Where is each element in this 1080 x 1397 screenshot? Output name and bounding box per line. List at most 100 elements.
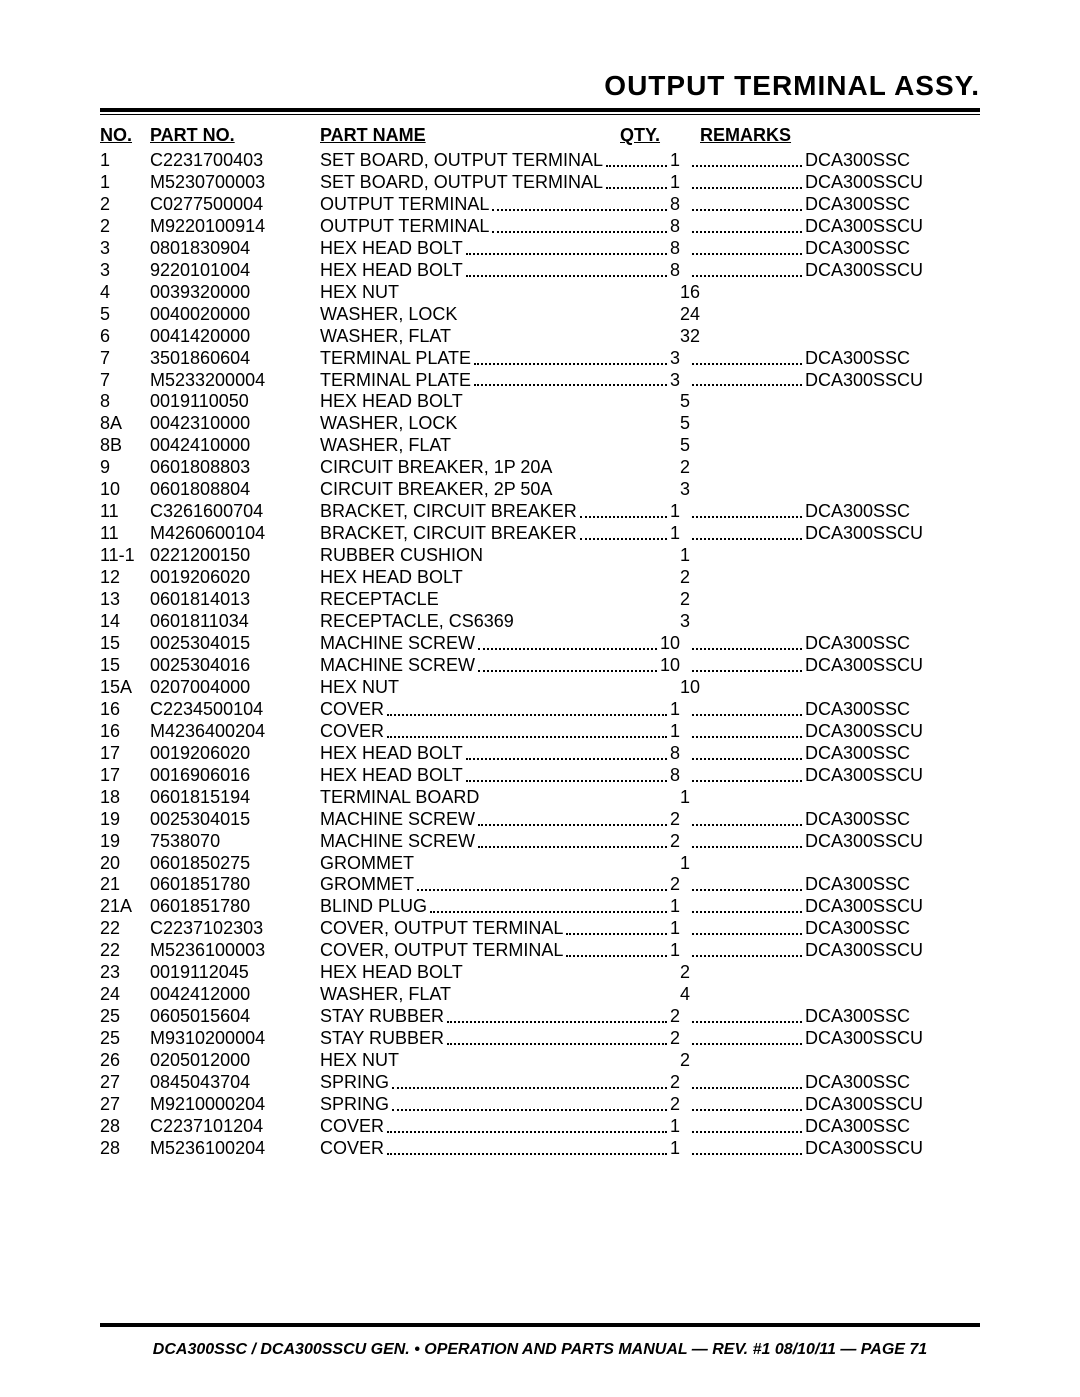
cell-no: 28 [100, 1116, 150, 1138]
cell-name: OUTPUT TERMINAL [320, 216, 489, 238]
leader-dots [692, 1111, 802, 1133]
cell-remarks: DCA300SSCU [805, 765, 980, 787]
leader-dots [387, 1133, 667, 1155]
cell-remarks: DCA300SSCU [805, 172, 980, 194]
cell-partno: M9310200004 [150, 1028, 320, 1050]
cell-partno: M9210000204 [150, 1094, 320, 1116]
leader-dots [692, 738, 802, 760]
cell-partno: 0039320000 [150, 282, 320, 304]
table-row: 120019206020HEX HEAD BOLT2 [100, 567, 980, 589]
cell-partno: 0601851780 [150, 874, 320, 896]
table-row: 39220101004HEX HEAD BOLT8DCA300SSCU [100, 260, 980, 282]
cell-name: COVER, OUTPUT TERMINAL [320, 918, 563, 940]
cell-partno: 0019110050 [150, 391, 320, 413]
cell-qty: 5 [680, 391, 740, 413]
header-qty: QTY. [620, 125, 660, 146]
cell-name: HEX HEAD BOLT [320, 765, 463, 787]
leader-dots [606, 167, 667, 189]
leader-dots [492, 211, 667, 233]
cell-qty: 10 [660, 633, 680, 655]
cell-no: 11-1 [100, 545, 150, 567]
cell-no: 21A [100, 896, 150, 918]
page-title: OUTPUT TERMINAL ASSY. [100, 70, 980, 102]
cell-no: 3 [100, 260, 150, 282]
cell-no: 16 [100, 721, 150, 743]
leader-dots [692, 694, 802, 716]
cell-qty: 1 [670, 940, 680, 962]
cell-no: 15 [100, 655, 150, 677]
cell-partno: 0601850275 [150, 853, 320, 875]
cell-no: 1 [100, 150, 150, 172]
leader-dots [430, 891, 667, 913]
cell-partno: 0042410000 [150, 435, 320, 457]
cell-name: HEX HEAD BOLT [320, 962, 463, 984]
cell-no: 5 [100, 304, 150, 326]
leader-dots [387, 716, 667, 738]
cell-partno: 0221200150 [150, 545, 320, 567]
leader-dots [692, 233, 802, 255]
leader-dots [474, 365, 667, 387]
cell-remarks [740, 282, 980, 304]
cell-partno: M5230700003 [150, 172, 320, 194]
cell-qty: 1 [670, 150, 680, 172]
cell-qty: 8 [670, 238, 680, 260]
cell-name: STAY RUBBER [320, 1028, 444, 1050]
cell-partno: 3501860604 [150, 348, 320, 370]
rule-thick [100, 108, 980, 112]
leader-dots [692, 760, 802, 782]
header-no: NO. [100, 125, 150, 146]
cell-qty: 8 [670, 765, 680, 787]
cell-remarks: DCA300SSC [805, 194, 980, 216]
cell-no: 7 [100, 348, 150, 370]
cell-name: TERMINAL PLATE [320, 348, 471, 370]
leader-dots [447, 1001, 667, 1023]
leader-dots [692, 365, 802, 387]
leader-dots [392, 1089, 667, 1111]
cell-name: BLIND PLUG [320, 896, 427, 918]
leader-dots [692, 913, 802, 935]
cell-remarks: DCA300SSCU [805, 721, 980, 743]
cell-qty: 3 [670, 370, 680, 392]
cell-qty: 2 [670, 1094, 680, 1116]
cell-no: 22 [100, 918, 150, 940]
cell-qty: 5 [680, 413, 740, 435]
cell-no: 6 [100, 326, 150, 348]
cell-remarks: DCA300SSCU [805, 896, 980, 918]
leader-dots [692, 804, 802, 826]
cell-name: CIRCUIT BREAKER, 2P 50A [320, 479, 552, 501]
leader-dots [387, 1111, 667, 1133]
cell-qty: 1 [670, 501, 680, 523]
cell-remarks: DCA300SSCU [805, 523, 980, 545]
cell-no: 27 [100, 1072, 150, 1094]
cell-name: HEX HEAD BOLT [320, 567, 463, 589]
cell-partno: 0019112045 [150, 962, 320, 984]
cell-remarks: DCA300SSCU [805, 216, 980, 238]
cell-partno: 0205012000 [150, 1050, 320, 1072]
cell-partno: 7538070 [150, 831, 320, 853]
cell-remarks: DCA300SSC [805, 150, 980, 172]
cell-name: COVER [320, 721, 384, 743]
cell-no: 8B [100, 435, 150, 457]
cell-remarks: DCA300SSCU [805, 260, 980, 282]
cell-name: COVER [320, 1138, 384, 1160]
cell-name: SPRING [320, 1094, 389, 1116]
cell-name: COVER, OUTPUT TERMINAL [320, 940, 563, 962]
cell-qty: 16 [680, 282, 740, 304]
cell-partno: 0601814013 [150, 589, 320, 611]
leader-dots [692, 1023, 802, 1045]
bottom-rule [100, 1323, 980, 1327]
cell-partno: 0019206020 [150, 567, 320, 589]
cell-name: GROMMET [320, 853, 414, 875]
table-row: 7M5233200004TERMINAL PLATE3DCA300SSCU [100, 370, 980, 392]
cell-partno: C2237102303 [150, 918, 320, 940]
cell-no: 17 [100, 743, 150, 765]
leader-dots [492, 189, 667, 211]
table-row: 197538070MACHINE SCREW2DCA300SSCU [100, 831, 980, 853]
cell-remarks [740, 304, 980, 326]
leader-dots [387, 694, 667, 716]
cell-partno: 0025304015 [150, 809, 320, 831]
cell-no: 1 [100, 172, 150, 194]
cell-partno: 0801830904 [150, 238, 320, 260]
cell-remarks: DCA300SSCU [805, 655, 980, 677]
footer-text: DCA300SSC / DCA300SSCU GEN. • OPERATION … [100, 1341, 980, 1359]
